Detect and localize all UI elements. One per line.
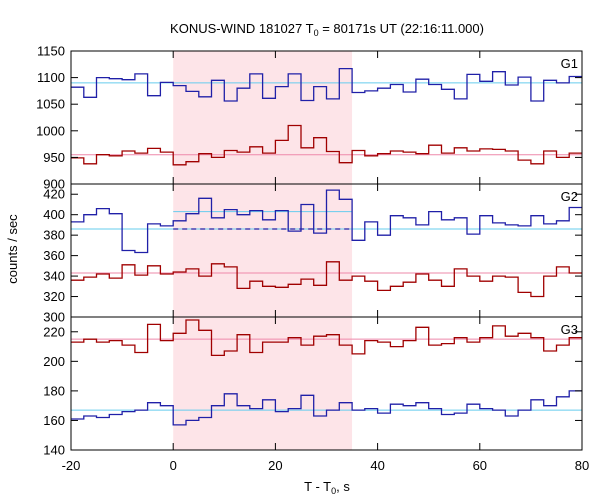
- panel-label-G1: G1: [561, 56, 578, 71]
- x-tick-label: 60: [473, 458, 487, 473]
- highlight-interval: [173, 51, 353, 450]
- y-tick-label: 360: [43, 248, 65, 263]
- y-tick-label: 1000: [36, 123, 65, 138]
- y-tick-label: 320: [43, 289, 65, 304]
- chart-title: KONUS-WIND 181027 T0 = 80171s UT (22:16:…: [170, 21, 484, 38]
- highlight-layer: [173, 51, 353, 450]
- series-G3-red: [71, 319, 582, 357]
- series-G2-red: [71, 261, 582, 298]
- y-tick-label: 180: [43, 383, 65, 398]
- y-tick-label: 160: [43, 413, 65, 428]
- y-axis-label: counts / sec: [5, 214, 20, 284]
- y-tick-label: 200: [43, 354, 65, 369]
- series-layer: [71, 67, 582, 426]
- series-G2-blue: [71, 189, 582, 254]
- y-tick-label: 1150: [37, 44, 65, 59]
- y-tick-label: 220: [43, 324, 65, 339]
- x-axis-label: T - T0, s: [304, 479, 350, 496]
- series-G3-blue: [71, 390, 582, 426]
- y-tick-label: 300: [43, 310, 65, 325]
- y-tick-label: 1100: [37, 70, 65, 85]
- y-tick-label: 950: [43, 150, 65, 165]
- y-tick-label: 400: [43, 207, 65, 222]
- series-G1-blue: [71, 67, 582, 102]
- y-tick-label: 900: [43, 177, 65, 192]
- y-tick-label: 380: [43, 228, 65, 243]
- x-tick-label: 20: [268, 458, 282, 473]
- frame-layer: [70, 50, 583, 451]
- panel-frame-G3: [70, 316, 583, 451]
- series-G1-red: [71, 124, 582, 166]
- panel-label-G2: G2: [561, 189, 578, 204]
- x-tick-label: -20: [62, 458, 81, 473]
- y-tick-label: 420: [43, 187, 65, 202]
- x-tick-label: 0: [170, 458, 177, 473]
- panel-label-G3: G3: [561, 322, 578, 337]
- y-tick-label: 140: [43, 443, 65, 458]
- y-tick-label: 340: [43, 269, 65, 284]
- x-tick-label: 40: [370, 458, 384, 473]
- x-tick-label: 80: [575, 458, 589, 473]
- text-layer: KONUS-WIND 181027 T0 = 80171s UT (22:16:…: [5, 21, 589, 496]
- y-tick-label: 1050: [36, 97, 65, 112]
